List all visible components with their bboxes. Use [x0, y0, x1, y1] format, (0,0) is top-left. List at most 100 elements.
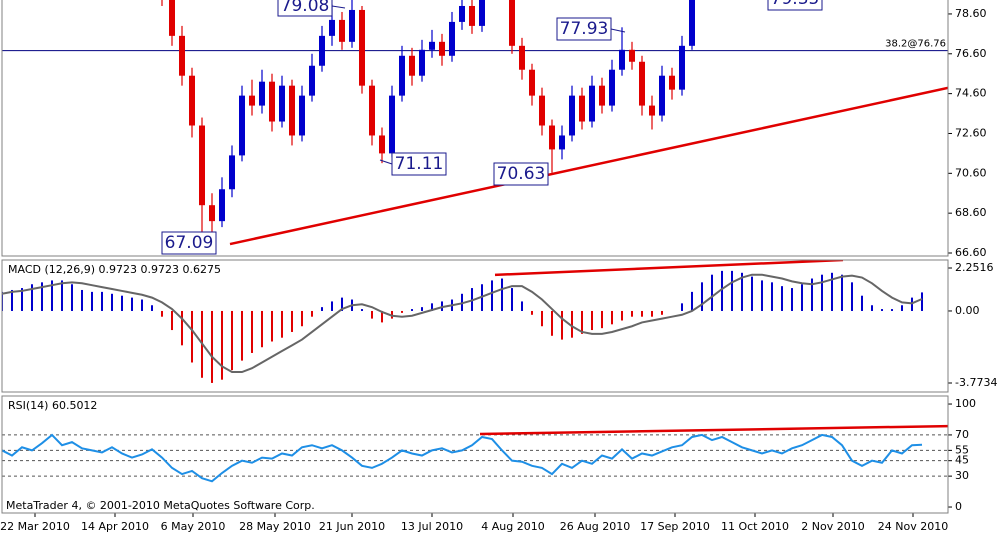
annotation: 70.63 — [497, 164, 546, 184]
candle-body — [239, 95, 245, 156]
trend-line — [229, 86, 948, 246]
x-tick-label: 14 Apr 2010 — [81, 520, 149, 533]
x-tick-label: 24 Nov 2010 — [878, 520, 948, 533]
candle-body — [669, 75, 675, 90]
leader-line — [331, 5, 346, 9]
macd-panel-border — [1, 259, 949, 393]
candle-body — [359, 9, 365, 86]
candle-body — [569, 95, 575, 136]
y-tick-label: 66.60 — [955, 246, 987, 259]
annotation-box — [391, 152, 447, 176]
y-tick-label: 0 — [955, 500, 962, 513]
candle-body — [579, 95, 585, 122]
y-tick-label: 76.60 — [955, 47, 987, 60]
candle-body — [249, 95, 255, 106]
annotation: 71.11 — [395, 154, 444, 174]
y-tick-label: 68.60 — [955, 206, 987, 219]
leader-line — [379, 159, 393, 165]
candle-body — [339, 19, 345, 42]
annotation-box — [767, 0, 823, 11]
annotation-box — [493, 162, 549, 186]
candle-body — [229, 155, 235, 190]
y-tick-label: 2.2516 — [955, 261, 994, 274]
candle-body — [319, 35, 325, 66]
candle-body — [479, 0, 485, 26]
candle-body — [509, 0, 515, 46]
candle-body — [259, 81, 265, 106]
candle-body — [409, 55, 415, 76]
level-label: 38.2@76.76 — [885, 39, 946, 50]
macd-title: MACD (12,26,9) 0.9723 0.9723 0.6275 — [8, 263, 221, 276]
candle-body — [289, 85, 295, 136]
candle-body — [169, 0, 175, 36]
candle-body — [599, 85, 605, 106]
candle-body — [439, 41, 445, 56]
candle-body — [329, 19, 335, 36]
y-tick-label: 45 — [955, 454, 969, 467]
annotation: 79.08 — [281, 0, 330, 16]
candle-body — [559, 135, 565, 150]
y-tick-label: 30 — [955, 469, 969, 482]
rsi-panel-border — [1, 395, 949, 514]
panel-plot — [2, 0, 948, 246]
candle-body — [429, 41, 435, 50]
x-tick-label: 2 Nov 2010 — [801, 520, 864, 533]
trend-line — [494, 260, 844, 277]
y-tick-label: 100 — [955, 397, 976, 410]
panel-plot — [2, 424, 948, 483]
x-tick-label: 11 Oct 2010 — [721, 520, 789, 533]
candle-body — [419, 49, 425, 76]
x-tick-label: 22 Mar 2010 — [0, 520, 70, 533]
candle-body — [529, 69, 535, 96]
x-tick-label: 6 May 2010 — [161, 520, 226, 533]
y-tick-label: 78.60 — [955, 7, 987, 20]
annotation: 77.93 — [560, 19, 609, 39]
candle-body — [619, 49, 625, 70]
candle-body — [369, 85, 375, 136]
leader-line — [610, 28, 626, 33]
rsi-line — [2, 433, 923, 483]
candle-body — [539, 95, 545, 126]
candle-body — [629, 49, 635, 62]
copyright: MetaTrader 4, © 2001-2010 MetaQuotes Sof… — [6, 499, 315, 512]
candle-body — [349, 9, 355, 42]
candle-body — [639, 61, 645, 106]
candle-body — [689, 0, 695, 46]
candle-body — [649, 105, 655, 116]
candle-body — [459, 5, 465, 22]
x-tick-label: 28 May 2010 — [239, 520, 311, 533]
candle-body — [279, 85, 285, 122]
y-tick-label: 70.60 — [955, 166, 987, 179]
x-tick-label: 4 Aug 2010 — [481, 520, 544, 533]
candle-body — [379, 135, 385, 154]
rsi-title: RSI(14) 60.5012 — [8, 399, 97, 412]
candle-body — [299, 95, 305, 136]
candle-body — [549, 125, 555, 150]
candle-body — [269, 81, 275, 122]
candle-body — [469, 5, 475, 26]
annotation: 79.35 — [771, 0, 820, 9]
candle-body — [219, 189, 225, 222]
candle-body — [209, 205, 215, 222]
annotations: 79.08 71.11 70.63 67.09 77.93 79.35 — [161, 0, 823, 255]
signal-line — [2, 273, 923, 374]
candle-body — [399, 55, 405, 96]
candle-body — [389, 95, 395, 154]
x-tick-label: 13 Jul 2010 — [401, 520, 463, 533]
candle-body — [199, 125, 205, 206]
annotation-box — [277, 0, 333, 17]
panel-plot — [2, 260, 923, 383]
x-tick-label: 17 Sep 2010 — [640, 520, 710, 533]
candle-body — [679, 45, 685, 90]
x-tick-label: 26 Aug 2010 — [560, 520, 630, 533]
candle-body — [449, 21, 455, 56]
trend-line — [479, 424, 948, 436]
annotation-box — [161, 231, 217, 255]
candle-body — [189, 75, 195, 126]
candle-body — [519, 45, 525, 70]
candle-body — [609, 69, 615, 106]
y-tick-label: 72.60 — [955, 126, 987, 139]
y-tick-label: 70 — [955, 428, 969, 441]
candle-body — [309, 65, 315, 96]
